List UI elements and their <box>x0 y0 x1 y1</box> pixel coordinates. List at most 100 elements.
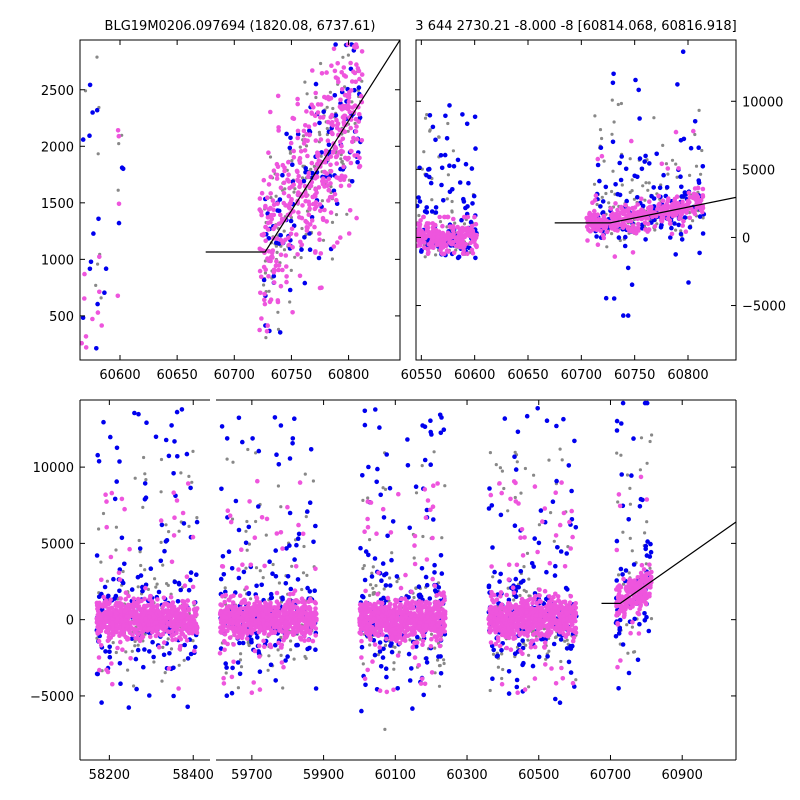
data-point <box>219 486 224 492</box>
data-point <box>182 583 188 588</box>
data-point <box>427 174 432 180</box>
data-point <box>116 220 122 226</box>
data-point <box>422 681 428 687</box>
data-point <box>287 510 293 516</box>
data-point <box>288 300 292 304</box>
data-point <box>416 230 420 236</box>
data-point <box>322 207 327 213</box>
data-point <box>178 604 183 610</box>
data-point <box>322 159 328 165</box>
data-point <box>672 221 677 226</box>
data-point <box>188 570 194 575</box>
data-point <box>361 662 365 666</box>
data-point <box>302 280 308 286</box>
data-point <box>626 206 631 211</box>
data-point <box>349 88 354 93</box>
data-point <box>366 464 371 470</box>
data-point <box>236 527 242 533</box>
data-point <box>465 214 471 220</box>
data-point <box>259 582 265 588</box>
data-point <box>356 85 362 90</box>
data-point <box>161 595 167 601</box>
data-point <box>176 581 182 587</box>
data-point <box>244 636 250 641</box>
data-point <box>417 611 423 616</box>
data-point <box>641 184 645 188</box>
data-point <box>342 174 348 179</box>
data-point <box>340 136 346 142</box>
data-point <box>651 185 656 190</box>
data-point <box>451 149 455 153</box>
data-point <box>236 686 240 690</box>
data-point <box>313 626 319 631</box>
data-point <box>337 139 343 145</box>
data-point <box>301 134 306 138</box>
data-point <box>387 605 392 610</box>
data-point <box>299 256 303 260</box>
data-point <box>618 177 624 183</box>
data-point <box>432 583 438 588</box>
data-point <box>236 629 242 635</box>
data-point <box>97 289 102 295</box>
data-point <box>306 212 312 217</box>
data-point <box>357 606 363 612</box>
data-point <box>394 622 399 627</box>
data-point <box>270 255 275 260</box>
data-point <box>424 210 430 215</box>
data-point <box>348 148 354 154</box>
data-point <box>470 238 476 244</box>
data-point <box>123 590 129 595</box>
data-point <box>143 495 149 501</box>
data-point <box>153 577 157 581</box>
data-point <box>434 638 440 643</box>
data-point <box>643 227 648 232</box>
data-point <box>331 106 335 111</box>
data-point <box>116 570 122 576</box>
data-point <box>363 682 368 688</box>
panel-top-right-frame <box>415 39 737 361</box>
data-point <box>491 652 496 656</box>
data-point <box>385 533 390 539</box>
data-point <box>592 208 597 214</box>
data-point <box>342 105 347 111</box>
data-point <box>94 346 99 351</box>
data-point <box>262 301 268 307</box>
panel-top-right-axes: 60550 60600 60650 60700 60750 60800−500005000… <box>401 40 786 383</box>
data-point <box>433 137 438 143</box>
data-point <box>381 646 386 652</box>
data-point <box>312 588 318 593</box>
data-point <box>283 187 287 191</box>
data-point <box>129 636 135 641</box>
data-point <box>276 640 281 646</box>
data-point <box>276 484 280 488</box>
data-point <box>270 571 275 576</box>
data-point <box>166 609 171 614</box>
data-point <box>422 487 428 492</box>
data-point <box>664 162 669 166</box>
data-point <box>99 296 103 300</box>
data-point <box>288 231 294 237</box>
data-point <box>273 548 279 553</box>
data-point <box>362 577 368 583</box>
data-point <box>371 586 375 590</box>
data-point <box>430 124 436 130</box>
data-point <box>330 123 336 128</box>
data-point <box>250 611 256 616</box>
data-point <box>287 543 292 548</box>
data-point <box>182 642 187 648</box>
data-point <box>185 656 191 661</box>
data-point <box>395 653 401 658</box>
data-point <box>280 172 285 178</box>
data-point <box>332 68 338 74</box>
data-point <box>430 198 434 202</box>
data-point <box>357 602 363 607</box>
data-point <box>388 643 393 648</box>
data-point <box>614 223 620 229</box>
data-point <box>257 268 263 274</box>
data-point <box>473 146 478 151</box>
data-point <box>422 150 426 154</box>
data-point <box>82 296 87 301</box>
data-point <box>642 159 647 164</box>
data-point <box>328 210 334 215</box>
data-point <box>700 194 706 199</box>
